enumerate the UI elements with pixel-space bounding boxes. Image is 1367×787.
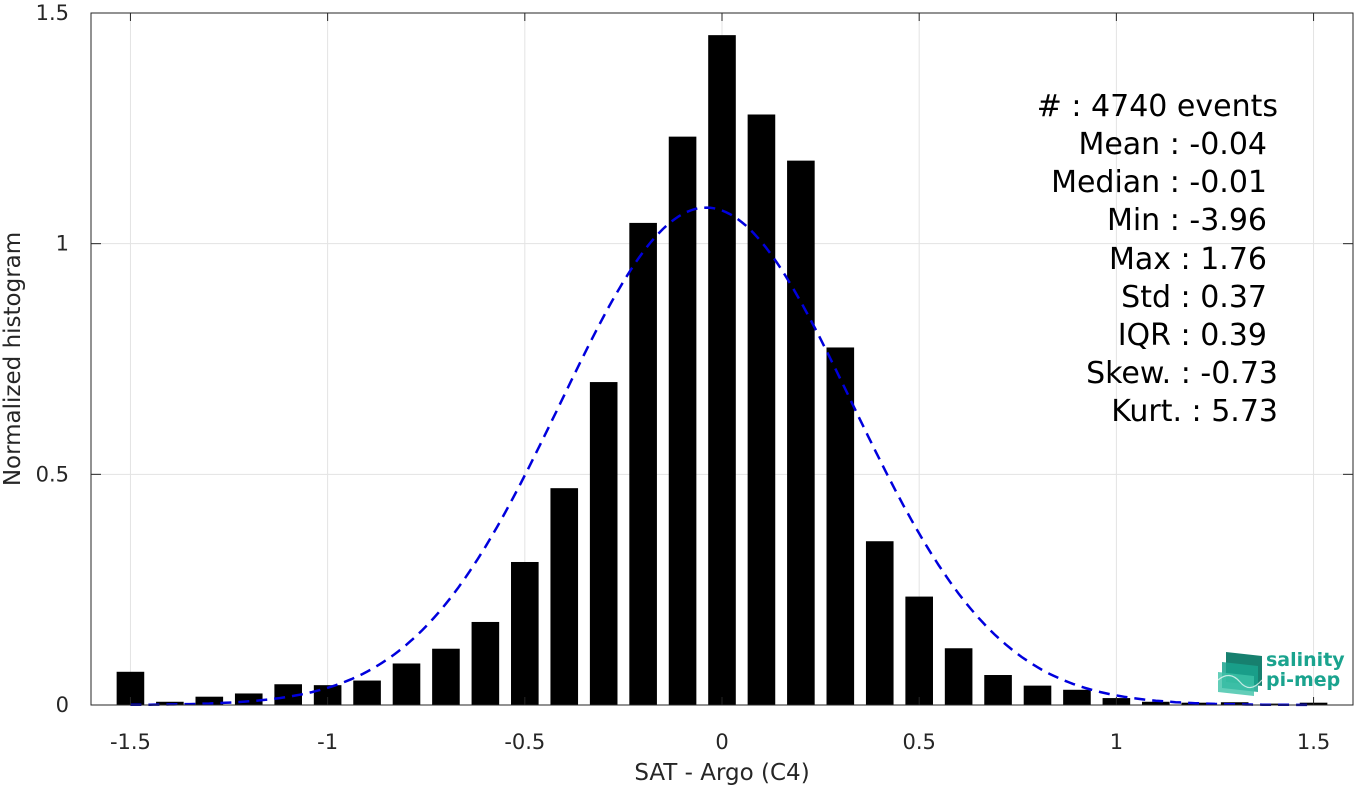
stat-events: # : 4740 events (1037, 89, 1278, 124)
histogram-bar (313, 685, 342, 705)
stat-median: Median : -0.01 (1051, 165, 1267, 200)
histogram-bar (511, 561, 539, 705)
histogram-bar (353, 680, 381, 705)
histogram-bar (708, 35, 736, 706)
statistics-annotation: # : 4740 events Mean : -0.04 Median : -0… (1037, 89, 1278, 429)
stat-kurt: Kurt. : 5.73 (1111, 394, 1278, 429)
y-tick-label: 0 (56, 693, 69, 717)
histogram-bar (432, 648, 460, 705)
histogram-bar (944, 648, 973, 705)
salinity-pimep-logo: salinity pi-mep (1217, 649, 1345, 696)
gaussian-fit-curve (130, 206, 1314, 707)
histogram-bar (1063, 689, 1091, 705)
stat-skew: Skew. : -0.73 (1086, 356, 1278, 391)
histogram-bar (984, 675, 1012, 705)
y-tick-label: 1.5 (36, 1, 69, 25)
x-axis-title: SAT - Argo (C4) (634, 760, 809, 786)
x-tick-label: 0.5 (902, 730, 935, 754)
histogram-bar (668, 136, 697, 705)
histogram-bar (195, 696, 224, 705)
x-tick-label: 1 (1110, 730, 1123, 754)
logo-waves-icon (1217, 652, 1263, 696)
x-axis-ticks: -1.5 -1 -0.5 0 0.5 1 1.5 (110, 13, 1330, 754)
histogram-bar (747, 114, 776, 705)
logo-text-line1: salinity (1266, 649, 1345, 671)
histogram-bar (787, 160, 815, 706)
y-tick-label: 1 (56, 232, 69, 256)
histogram-bar (629, 222, 657, 705)
x-tick-label: -0.5 (504, 730, 545, 754)
histogram-bar (865, 541, 894, 705)
histogram-bar (471, 621, 500, 705)
stat-max: Max : 1.76 (1109, 242, 1267, 277)
histogram-bars (116, 35, 1328, 706)
histogram-bar (234, 693, 263, 705)
stat-iqr: IQR : 0.39 (1118, 318, 1267, 353)
x-tick-label: -1.5 (110, 730, 151, 754)
y-tick-label: 0.5 (36, 462, 69, 486)
histogram-bar (392, 663, 421, 705)
y-axis-title: Normalized histogram (0, 232, 26, 486)
y-axis-ticks: 0 0.5 1 1.5 (36, 1, 1353, 717)
histogram-bar (905, 596, 933, 705)
x-tick-label: 0 (715, 730, 728, 754)
x-tick-label: 1.5 (1297, 730, 1330, 754)
stat-mean: Mean : -0.04 (1078, 127, 1267, 162)
histogram-bar (1023, 685, 1052, 705)
histogram-bar (826, 347, 855, 705)
histogram-bar (589, 382, 618, 705)
histogram-bar (274, 684, 302, 705)
logo-text-line2: pi-mep (1266, 669, 1340, 691)
histogram-bar (1260, 703, 1288, 705)
x-tick-label: -1 (317, 730, 338, 754)
stat-std: Std : 0.37 (1121, 280, 1267, 315)
stat-min: Min : -3.96 (1107, 203, 1267, 238)
histogram-bar (1142, 701, 1170, 705)
histogram-bar (550, 488, 579, 705)
